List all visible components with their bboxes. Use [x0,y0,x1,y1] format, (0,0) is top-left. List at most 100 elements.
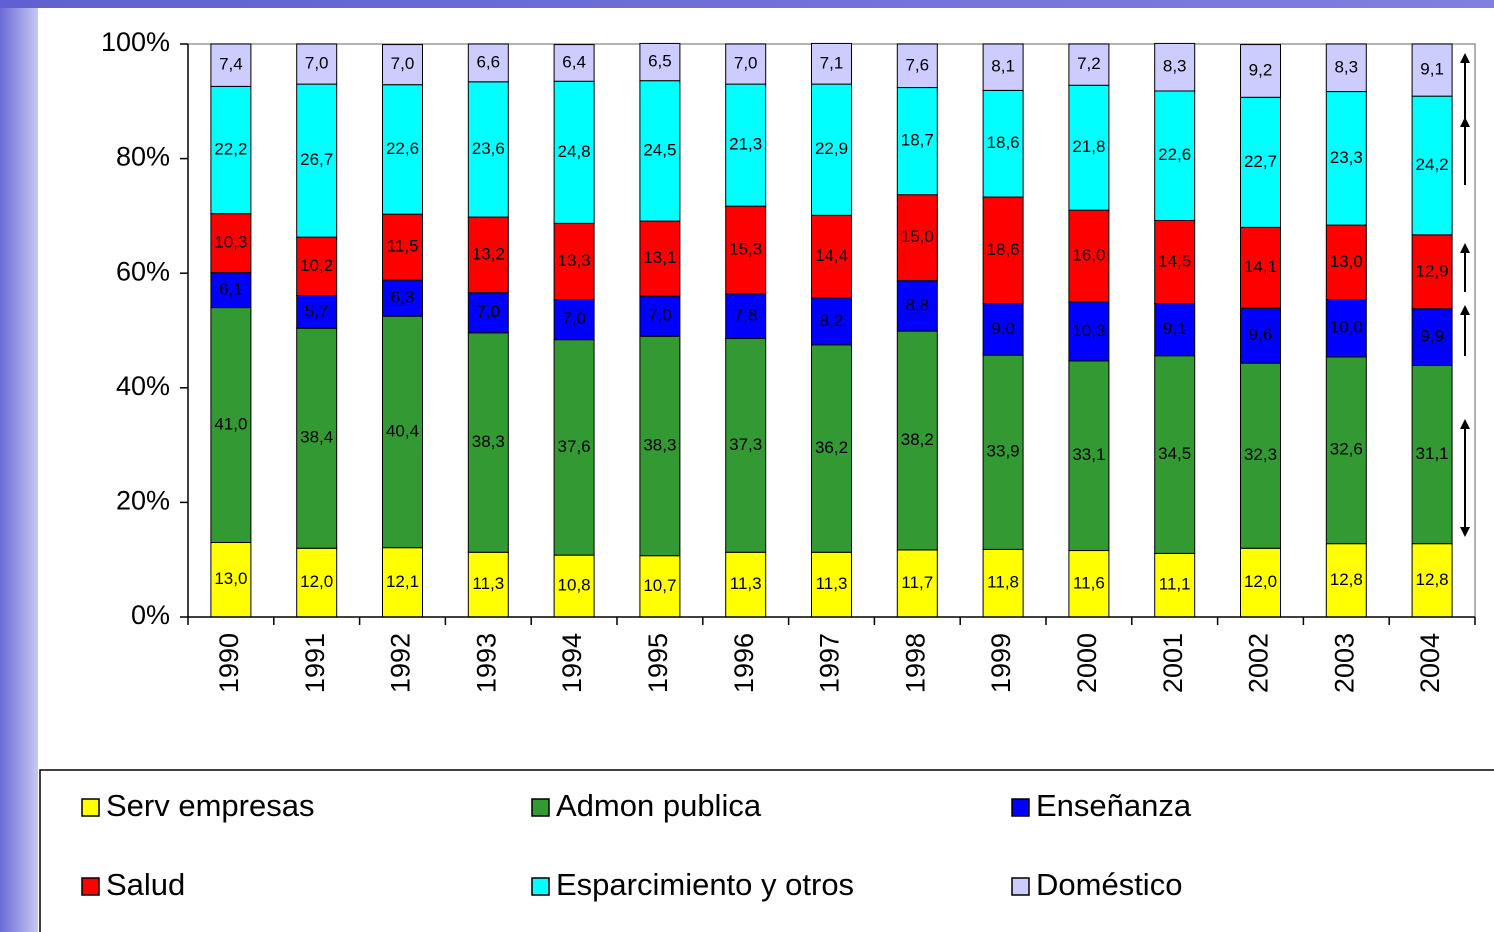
data-label: 6,3 [391,288,415,307]
data-label: 18,6 [987,133,1020,152]
data-label: 6,5 [648,52,672,71]
legend-swatch [1011,877,1030,896]
data-label: 9,2 [1249,60,1273,79]
bar-segment [1068,209,1110,303]
bar-segment [725,205,767,295]
bar-segment [553,554,595,618]
data-label: 15,0 [901,227,934,246]
slide-band [0,0,1494,8]
bar-segment [467,332,509,553]
bar-segment [639,80,681,222]
bar-segment [296,547,338,618]
bar-segment [296,43,338,85]
data-label: 11,8 [987,573,1019,592]
bar-segment [467,81,509,218]
legend-label: Serv empresas [106,788,314,823]
data-label: 37,6 [558,437,591,456]
data-label: 7,0 [476,302,500,321]
data-label: 23,6 [472,139,505,158]
x-tick-label: 2002 [1244,633,1274,693]
plot-frame [188,43,1476,617]
bar-segment [896,280,938,332]
bar-segment [1154,90,1196,221]
data-label: 6,4 [562,52,586,71]
x-tick-label: 1991 [300,633,330,693]
data-label: 38,3 [643,435,676,454]
bar-segment [1240,44,1281,98]
bar-segment [896,330,938,551]
data-label: 22,6 [1158,145,1191,164]
data-label: 21,3 [729,135,762,154]
data-label: 7,2 [1077,54,1101,73]
x-tick-label: 1999 [986,633,1016,693]
bar-segment [639,555,681,618]
data-label: 10,2 [300,256,333,275]
bar-segment [382,213,423,281]
bar-segment [1068,84,1110,211]
bar-segment [811,344,852,553]
bar-segment [1325,543,1367,618]
data-label: 11,6 [1073,573,1105,592]
legend-swatch [531,798,550,817]
data-label: 12,0 [1244,572,1277,591]
data-label: 8,8 [905,295,929,314]
y-tick-label: 40% [116,371,170,401]
bar-segment [982,89,1024,198]
data-label: 8,1 [991,57,1015,76]
x-tick-label: 1998 [900,633,930,693]
data-label: 23,3 [1330,148,1363,167]
data-label: 11,5 [387,237,419,256]
bar-segment [982,43,1024,91]
bar-segment [553,222,595,301]
bar-segment [1240,362,1281,549]
data-label: 5,7 [305,301,329,320]
y-tick-label: 80% [116,142,170,172]
data-label: 32,3 [1244,445,1277,464]
data-label: 24,8 [558,142,591,161]
data-label: 12,8 [1416,570,1449,589]
data-label: 40,4 [386,421,419,440]
bar-segment [553,299,595,341]
bar-segment [1154,219,1196,305]
x-tick-label: 1990 [214,633,244,693]
bar-segment [296,327,338,549]
data-label: 9,1 [1163,319,1187,338]
legend-box [39,769,1494,932]
x-tick-label: 2004 [1415,633,1445,693]
bar-segment [1411,308,1453,366]
data-label: 21,8 [1072,137,1105,156]
data-label: 14,1 [1244,257,1277,276]
data-label: 10,7 [643,576,676,595]
x-tick-label: 1994 [557,633,587,693]
data-label: 10,8 [558,576,591,595]
data-label: 11,1 [1159,575,1191,594]
data-label: 33,9 [987,442,1020,461]
bar-segment [1154,303,1196,357]
data-label: 14,4 [815,246,848,265]
legend-label: Salud [106,867,185,902]
data-label: 7,0 [391,54,415,73]
bar-segment [896,549,938,618]
data-label: 7,4 [219,55,243,74]
data-label: 10,3 [214,233,247,252]
bar-segment [1325,43,1367,93]
bar-segment [1325,224,1367,301]
legend-swatch [81,798,100,817]
data-label: 38,2 [901,430,934,449]
data-label: 8,2 [820,311,844,330]
bar-segment [210,307,252,544]
legend-swatch [81,877,100,896]
data-label: 16,0 [1072,245,1105,264]
data-label: 34,5 [1158,444,1191,463]
data-label: 9,0 [991,319,1015,338]
y-tick-label: 0% [131,600,170,630]
data-label: 15,3 [729,239,762,258]
bar-segment [725,83,767,207]
bar-segment [896,194,938,282]
data-label: 7,6 [905,55,929,74]
data-label: 9,1 [1420,60,1444,79]
data-label: 9,9 [1420,327,1444,346]
data-label: 7,8 [734,306,758,325]
data-label: 9,6 [1249,325,1273,344]
data-label: 10,0 [1330,318,1363,337]
